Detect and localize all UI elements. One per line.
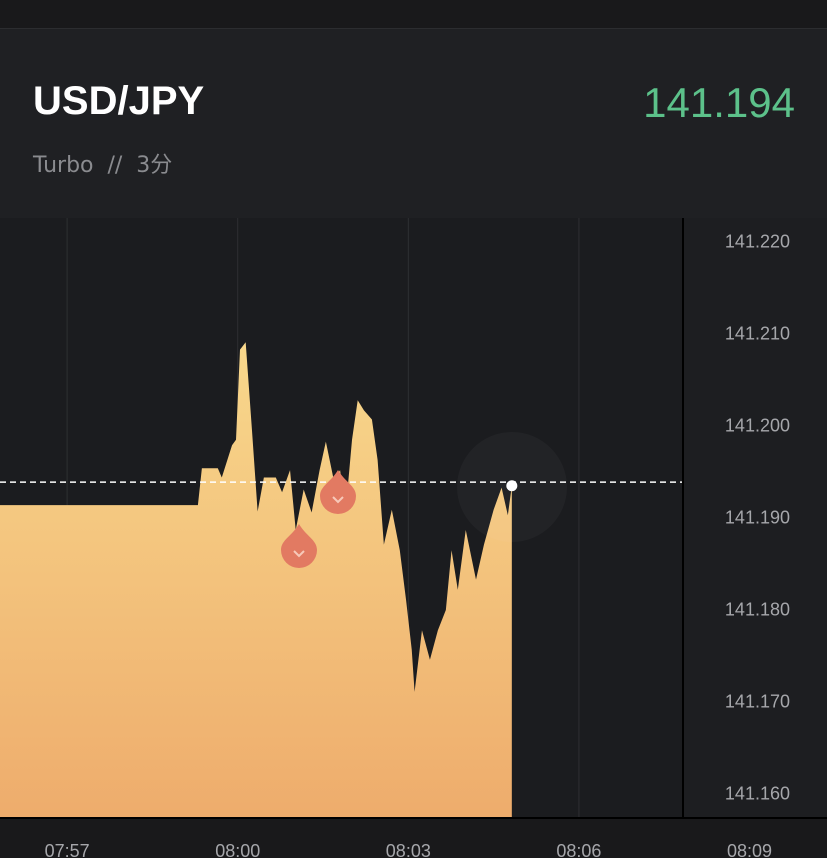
x-tick-label: 08:06 (556, 841, 601, 858)
axis-bg (683, 218, 827, 818)
x-tick-label: 08:00 (215, 841, 260, 858)
y-tick-label: 141.170 (725, 692, 790, 712)
x-tick-label: 07:57 (45, 841, 90, 858)
pair-title: USD/JPY (33, 79, 205, 123)
trade-marker (320, 470, 356, 514)
y-tick-label: 141.220 (725, 232, 790, 252)
header: USD/JPY Turbo // 3分 141.194 (0, 29, 827, 218)
x-tick-label: 08:03 (386, 841, 431, 858)
trade-marker (281, 524, 317, 568)
price: 141.194 (643, 79, 795, 126)
subtitle: Turbo // 3分 (33, 153, 173, 178)
y-tick-label: 141.200 (725, 416, 790, 436)
area (0, 342, 512, 818)
status-bar (0, 0, 827, 29)
y-tick-label: 141.180 (725, 600, 790, 620)
pulse (457, 432, 567, 542)
y-tick-label: 141.210 (725, 324, 790, 344)
y-tick-label: 141.190 (725, 508, 790, 528)
y-tick-label: 141.160 (725, 784, 790, 804)
last-point (506, 480, 518, 492)
x-tick-label: 08:09 (727, 841, 772, 858)
